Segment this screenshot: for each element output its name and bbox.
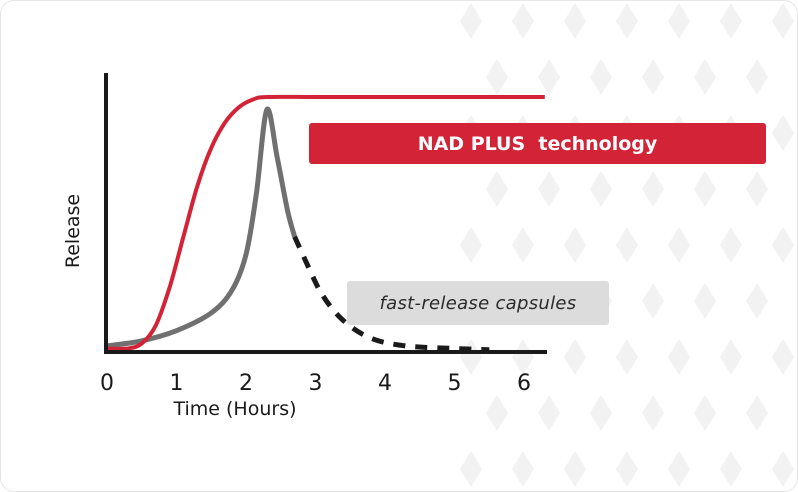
y-axis-label: Release: [62, 194, 84, 268]
pattern-diamond: [694, 283, 716, 319]
legend-fast-release-capsules: fast-release capsules: [347, 281, 609, 325]
pattern-diamond: [590, 395, 612, 431]
pattern-diamond: [512, 3, 534, 39]
pattern-diamond: [746, 59, 768, 95]
pattern-diamond: [642, 171, 664, 207]
pattern-diamond: [512, 339, 534, 375]
pattern-diamond: [460, 451, 482, 487]
pattern-diamond: [538, 59, 560, 95]
legend-nad-plus-label: NAD PLUS technology: [417, 132, 658, 155]
pattern-diamond: [668, 451, 690, 487]
pattern-diamond: [486, 395, 508, 431]
pattern-diamond: [512, 227, 534, 263]
legend-nad-plus-technology: NAD PLUS technology: [309, 123, 766, 164]
pattern-diamond: [694, 59, 716, 95]
pattern-diamond: [642, 283, 664, 319]
pattern-diamond: [746, 171, 768, 207]
pattern-diamond: [772, 3, 794, 39]
pattern-diamond: [460, 3, 482, 39]
pattern-diamond: [746, 395, 768, 431]
pattern-diamond: [564, 227, 586, 263]
pattern-diamond: [720, 339, 742, 375]
pattern-diamond: [564, 451, 586, 487]
pattern-diamond: [746, 283, 768, 319]
pattern-diamond: [694, 395, 716, 431]
pattern-diamond: [564, 3, 586, 39]
x-tick-label: 1: [170, 371, 184, 396]
pattern-diamond: [590, 59, 612, 95]
x-tick-label: 5: [448, 371, 462, 396]
pattern-diamond: [486, 171, 508, 207]
pattern-diamond: [642, 395, 664, 431]
pattern-diamond: [616, 339, 638, 375]
pattern-diamond: [642, 59, 664, 95]
pattern-diamond: [616, 3, 638, 39]
pattern-diamond: [668, 3, 690, 39]
pattern-diamond: [668, 339, 690, 375]
pattern-diamond: [512, 451, 534, 487]
pattern-diamond: [694, 171, 716, 207]
x-tick-label: 0: [100, 371, 114, 396]
pattern-diamond: [538, 171, 560, 207]
pattern-diamond: [590, 171, 612, 207]
pattern-diamond: [616, 227, 638, 263]
pattern-diamond: [564, 339, 586, 375]
pattern-diamond: [486, 59, 508, 95]
x-tick-label: 3: [309, 371, 323, 396]
pattern-diamond: [772, 115, 794, 151]
pattern-diamond: [460, 227, 482, 263]
pattern-diamond: [538, 395, 560, 431]
series-fast-release-dashed: [292, 235, 490, 353]
pattern-diamond: [720, 451, 742, 487]
series-layer: [106, 94, 545, 353]
x-tick-label: 2: [239, 371, 253, 396]
pattern-diamond: [772, 451, 794, 487]
pattern-diamond: [720, 227, 742, 263]
x-tick-label: 6: [517, 371, 531, 396]
x-tick-labels: 0 1 2 3 4 5 6: [100, 371, 531, 396]
x-axis-label: Time (Hours): [172, 398, 296, 420]
legend-fast-release-label: fast-release capsules: [379, 292, 577, 314]
series-fast-release-solid: [106, 106, 298, 349]
pattern-diamond: [772, 339, 794, 375]
x-tick-label: 4: [378, 371, 392, 396]
series-nad-plus: [106, 94, 545, 351]
pattern-diamond: [616, 451, 638, 487]
pattern-diamond: [668, 227, 690, 263]
pattern-diamond: [720, 3, 742, 39]
pattern-diamond: [772, 227, 794, 263]
